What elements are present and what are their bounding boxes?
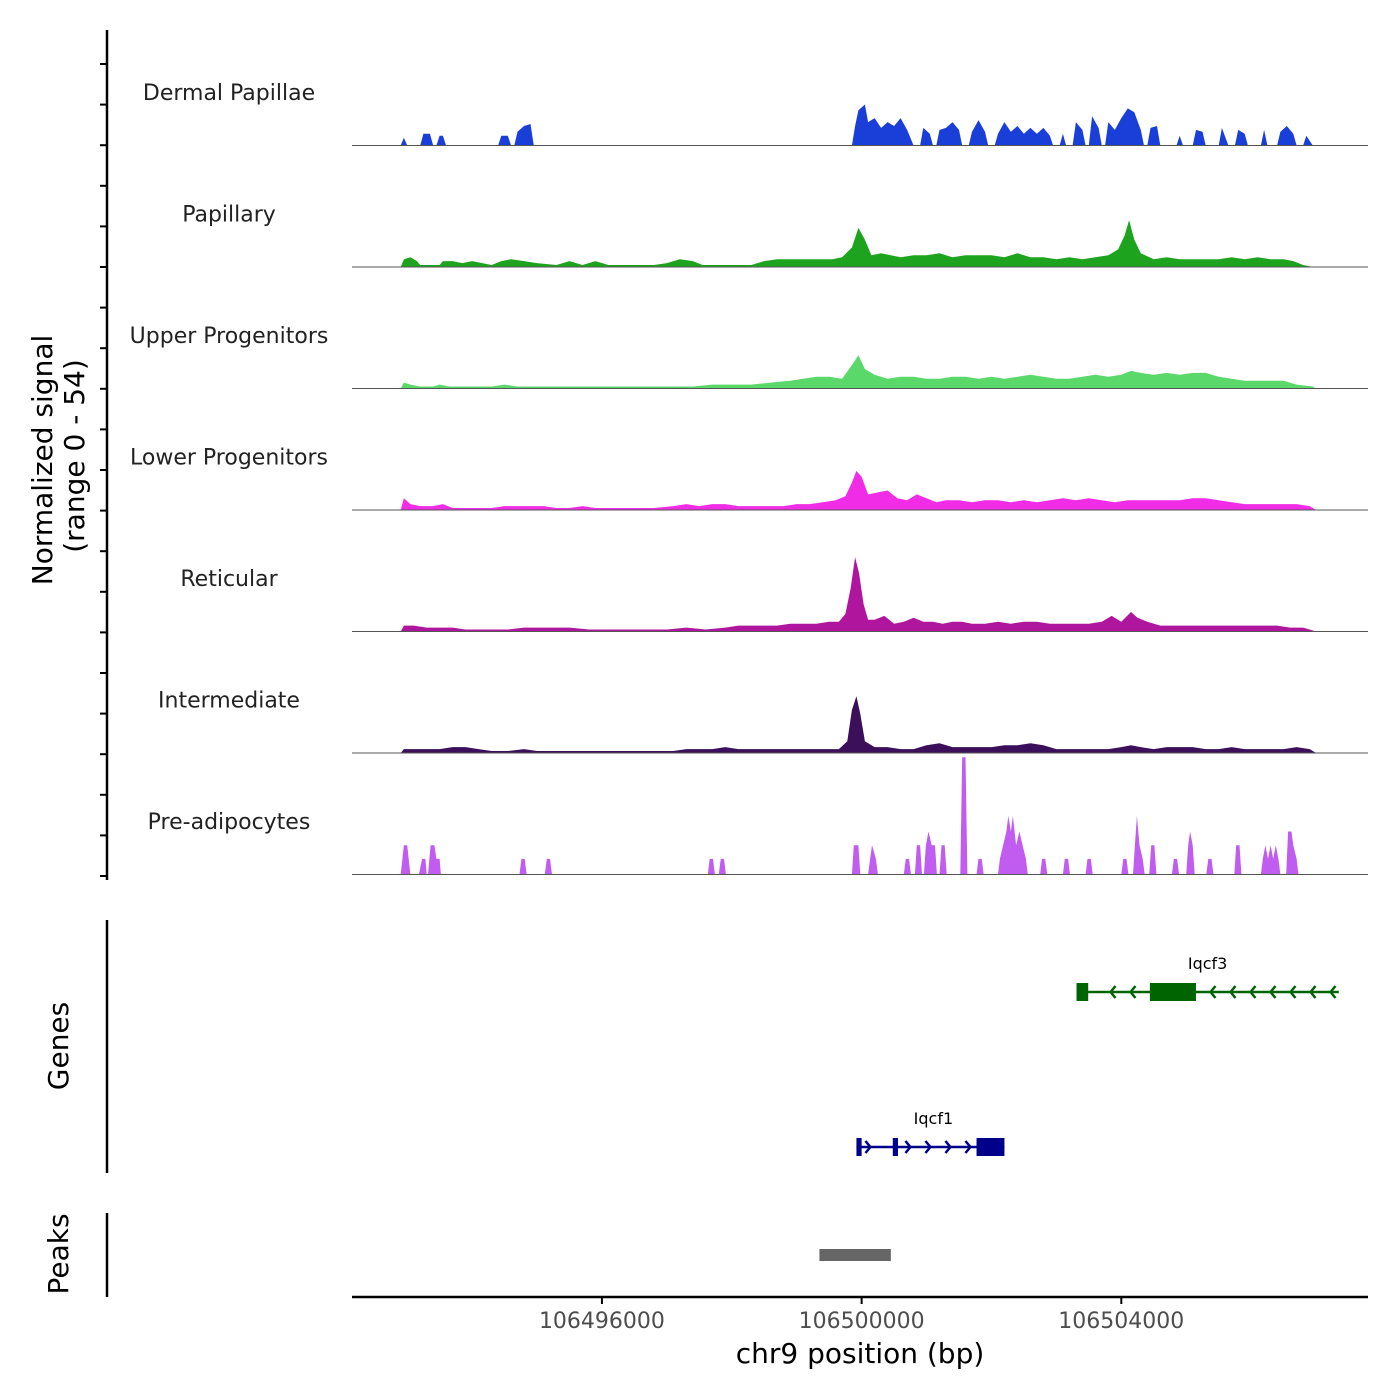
peaks-axis-title: Peaks	[42, 1213, 75, 1294]
gene-annotations: Iqcf3 Iqcf1	[856, 954, 1339, 1156]
x-axis-title: chr9 position (bp)	[736, 1337, 985, 1370]
track-papillary: Papillary	[182, 203, 1368, 268]
x-tick-label: 106500000	[799, 1309, 925, 1334]
strand-arrow	[1308, 985, 1317, 999]
track-label: Upper Progenitors	[130, 324, 329, 349]
signal-axis-range: (range 0 - 54)	[58, 359, 91, 553]
strand-arrow	[1288, 985, 1297, 999]
signal-y-axis	[100, 30, 109, 880]
genes-axis-title: Genes	[42, 1002, 75, 1090]
strand-arrow	[924, 1140, 933, 1154]
strand-arrow	[1208, 985, 1217, 999]
strand-arrow	[1328, 985, 1337, 999]
strand-arrow	[864, 1140, 873, 1154]
signal-area-intermediate	[400, 696, 1317, 753]
peak-regions	[819, 1249, 891, 1261]
peak-bar	[819, 1249, 891, 1261]
track-pre-adipocytes: Pre-adipocytes	[148, 757, 1368, 875]
track-reticular: Reticular	[180, 557, 1368, 632]
track-label: Dermal Papillae	[143, 81, 315, 106]
signal-area-upper-progenitors	[400, 355, 1317, 389]
gene-label: Iqcf1	[914, 1109, 953, 1128]
x-axis-ticks: 106496000 106500000 106504000	[539, 1297, 1184, 1334]
coverage-tracks: Dermal Papillae Papillary Upper Progenitor…	[130, 81, 1368, 875]
gene-iqcf1: Iqcf1	[856, 1109, 1005, 1156]
track-intermediate: Intermediate	[158, 689, 1368, 754]
track-label: Lower Progenitors	[130, 446, 328, 471]
signal-area-papillary	[400, 220, 1313, 267]
track-upper-progenitors: Upper Progenitors	[130, 324, 1368, 389]
track-dermal-papillae: Dermal Papillae	[143, 81, 1368, 146]
signal-area-pre-adipocytes	[400, 757, 1299, 875]
x-tick-label: 106504000	[1058, 1309, 1184, 1334]
signal-area-lower-progenitors	[400, 470, 1317, 510]
strand-arrow	[1128, 985, 1137, 999]
strand-arrow	[944, 1140, 953, 1154]
gene-exon	[892, 1138, 898, 1156]
gene-exon	[976, 1138, 1005, 1156]
track-label: Papillary	[182, 203, 276, 228]
gene-exon	[1149, 983, 1196, 1001]
gene-exon	[1076, 983, 1089, 1001]
strand-arrow	[904, 1140, 913, 1154]
signal-area-dermal-papillae	[400, 104, 1313, 146]
track-label: Intermediate	[158, 689, 300, 714]
track-label: Reticular	[180, 567, 278, 592]
x-tick-label: 106496000	[539, 1309, 665, 1334]
strand-arrow	[1268, 985, 1277, 999]
strand-arrow	[1248, 985, 1257, 999]
strand-arrow	[1228, 985, 1237, 999]
signal-axis-title: Normalized signal	[26, 335, 59, 586]
track-label: Pre-adipocytes	[148, 810, 311, 835]
signal-area-reticular	[400, 557, 1317, 632]
strand-arrow	[1108, 985, 1117, 999]
strand-arrow	[964, 1140, 973, 1154]
gene-exon	[856, 1138, 862, 1156]
signal-y-axis-ticks	[100, 63, 107, 877]
track-lower-progenitors: Lower Progenitors	[130, 446, 1368, 511]
gene-iqcf3: Iqcf3	[1076, 954, 1339, 1001]
gene-label: Iqcf3	[1188, 954, 1227, 973]
